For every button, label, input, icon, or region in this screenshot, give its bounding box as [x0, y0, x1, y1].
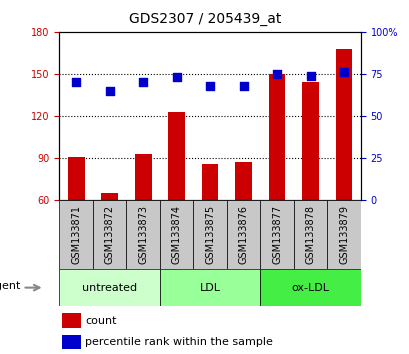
Text: LDL: LDL — [199, 282, 220, 293]
Bar — [260, 269, 360, 306]
Bar — [168, 112, 184, 200]
Bar — [126, 200, 160, 269]
Point — [139, 80, 146, 85]
Bar — [135, 154, 151, 200]
Bar — [201, 164, 218, 200]
Text: GSM133873: GSM133873 — [138, 205, 148, 264]
Text: untreated: untreated — [82, 282, 137, 293]
Bar — [335, 49, 352, 200]
Point — [73, 80, 79, 85]
Bar — [59, 200, 93, 269]
Text: GSM133879: GSM133879 — [338, 205, 348, 264]
Bar — [268, 74, 285, 200]
Text: ox-LDL: ox-LDL — [291, 282, 329, 293]
Point — [106, 88, 113, 93]
Bar — [62, 335, 80, 349]
Text: percentile rank within the sample: percentile rank within the sample — [85, 337, 272, 347]
Point — [340, 69, 346, 75]
Bar — [93, 200, 126, 269]
Bar — [226, 200, 260, 269]
Text: GSM133874: GSM133874 — [171, 205, 181, 264]
Point — [173, 74, 180, 80]
Bar — [260, 200, 293, 269]
Text: GSM133871: GSM133871 — [71, 205, 81, 264]
Point — [273, 71, 280, 77]
Bar — [62, 313, 80, 328]
Bar — [160, 200, 193, 269]
Bar — [193, 200, 226, 269]
Point — [307, 73, 313, 78]
Bar — [326, 200, 360, 269]
Bar — [101, 193, 118, 200]
Text: GSM133878: GSM133878 — [305, 205, 315, 264]
Text: GSM133875: GSM133875 — [204, 205, 215, 264]
Point — [207, 83, 213, 88]
Text: GSM133872: GSM133872 — [104, 205, 115, 264]
Text: count: count — [85, 315, 116, 326]
Bar — [235, 162, 252, 200]
Text: GSM133877: GSM133877 — [272, 205, 281, 264]
Point — [240, 83, 246, 88]
Text: GDS2307 / 205439_at: GDS2307 / 205439_at — [128, 12, 281, 27]
Bar — [301, 82, 318, 200]
Bar — [67, 156, 84, 200]
Bar — [293, 200, 326, 269]
Bar — [59, 269, 160, 306]
Bar — [160, 269, 260, 306]
Text: agent: agent — [0, 281, 21, 291]
Text: GSM133876: GSM133876 — [238, 205, 248, 264]
